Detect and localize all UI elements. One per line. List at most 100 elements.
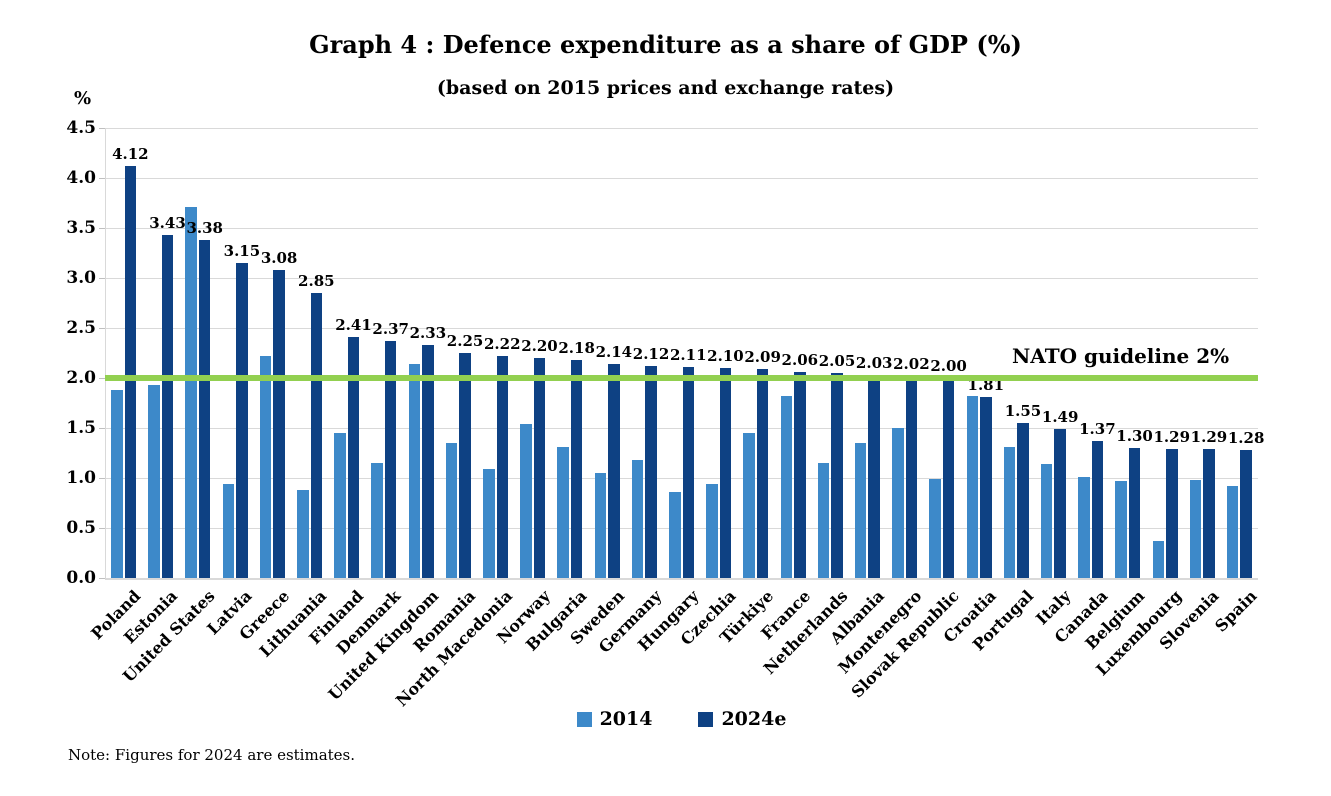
- legend-label-2024e: 2024e: [721, 708, 787, 730]
- nato-guideline-line: [105, 375, 1258, 381]
- bar-2024e: [756, 369, 769, 578]
- y-tick-mark: [99, 277, 105, 279]
- bar-2024e: [1017, 423, 1029, 578]
- y-axis-unit-label: %: [74, 88, 92, 109]
- bar-2014: [966, 396, 979, 578]
- bar-2014: [557, 447, 569, 578]
- value-label: 1.49: [1041, 408, 1079, 426]
- bar-2014: [111, 390, 123, 578]
- bar-2014: [929, 479, 941, 578]
- y-tick-label: 0.5: [66, 518, 96, 538]
- y-tick-mark: [99, 177, 105, 179]
- y-tick-mark: [99, 577, 105, 579]
- bar-2024e: [422, 345, 434, 578]
- y-tick-mark: [99, 127, 105, 129]
- value-label: 2.25: [446, 332, 484, 350]
- bar-2024e: [868, 375, 880, 578]
- bar-2014: [817, 463, 830, 578]
- value-label: 3.08: [260, 249, 298, 267]
- y-tick-label: 1.0: [66, 468, 96, 488]
- gridline: [105, 327, 1258, 329]
- gridline: [105, 427, 1258, 429]
- chart-title: Graph 4 : Defence expenditure as a share…: [309, 30, 1022, 59]
- value-label: 2.05: [818, 352, 856, 370]
- value-label: 2.85: [298, 272, 335, 290]
- bar-2014: [1115, 481, 1127, 578]
- gridline: [105, 477, 1258, 479]
- bar-2014: [148, 385, 160, 578]
- legend-item-2024e: 2024e: [698, 708, 786, 730]
- bar-2014: [222, 484, 235, 578]
- value-label: 2.14: [595, 343, 633, 361]
- value-label: 2.00: [930, 357, 967, 375]
- bar-2024e: [1128, 448, 1141, 578]
- chart-subtitle: (based on 2015 prices and exchange rates…: [436, 77, 895, 99]
- bar-2014: [371, 463, 383, 578]
- value-label: 1.28: [1227, 429, 1265, 447]
- y-tick-mark: [99, 327, 105, 329]
- value-label: 2.41: [335, 316, 372, 334]
- value-label: 2.22: [484, 335, 521, 353]
- value-label: 2.03: [855, 354, 893, 372]
- value-label: 1.29: [1190, 428, 1228, 446]
- value-label: 2.18: [558, 339, 595, 357]
- bar-2024e: [236, 263, 248, 578]
- y-tick-mark: [99, 477, 105, 479]
- value-label: 2.20: [521, 337, 558, 355]
- value-label: 1.55: [1004, 402, 1042, 420]
- bar-2014: [1040, 464, 1053, 578]
- bar-2014: [1152, 541, 1165, 578]
- y-tick-label: 2.0: [66, 368, 96, 388]
- value-label: 1.29: [1153, 428, 1191, 446]
- legend-swatch-2014: [576, 711, 592, 727]
- y-tick-label: 4.5: [66, 118, 96, 138]
- bar-2014: [408, 364, 421, 578]
- bar-2024e: [124, 166, 137, 578]
- bar-2014: [1226, 486, 1239, 578]
- y-tick-mark: [99, 227, 105, 229]
- bar-2014: [297, 490, 309, 578]
- bar-2024e: [645, 366, 657, 578]
- legend-swatch-2024e: [698, 711, 714, 727]
- bar-2014: [445, 443, 458, 578]
- bar-2024e: [905, 376, 918, 578]
- y-tick-label: 4.0: [66, 168, 96, 188]
- footnote: Note: Figures for 2024 are estimates.: [68, 746, 356, 764]
- y-tick-label: 2.5: [66, 318, 96, 338]
- bar-2014: [854, 443, 867, 578]
- bar-2024e: [1091, 441, 1104, 578]
- y-tick-label: 3.5: [66, 218, 96, 238]
- bar-2024e: [347, 337, 360, 578]
- y-tick-label: 1.5: [66, 418, 96, 438]
- bar-2024e: [570, 360, 583, 578]
- bar-2024e: [942, 378, 955, 578]
- gridline: [105, 177, 1258, 179]
- value-label: 2.10: [707, 347, 744, 365]
- value-label: 3.38: [186, 219, 223, 237]
- bar-2024e: [1054, 429, 1066, 578]
- bar-2024e: [794, 372, 806, 578]
- bar-2014: [706, 484, 718, 578]
- bar-2014: [259, 356, 272, 578]
- bar-2014: [520, 424, 532, 578]
- bar-2014: [334, 433, 346, 578]
- y-tick-mark: [99, 377, 105, 379]
- y-axis-line: [105, 128, 106, 578]
- bar-2014: [1003, 447, 1016, 578]
- value-label: 1.30: [1116, 427, 1153, 445]
- legend-label-2014: 2014: [599, 708, 653, 730]
- bar-2024e: [1240, 450, 1252, 578]
- nato-guideline-label: NATO guideline 2%: [1012, 344, 1230, 368]
- value-label: 2.11: [669, 346, 707, 364]
- bar-2024e: [198, 240, 211, 578]
- bar-2014: [1189, 480, 1202, 578]
- bar-2014: [185, 207, 197, 578]
- bar-2014: [669, 492, 681, 578]
- bar-2014: [780, 396, 793, 578]
- x-tick-label: Spain: [1210, 586, 1261, 636]
- bar-2024e: [273, 270, 285, 578]
- bar-2014: [743, 433, 755, 578]
- bar-2024e: [496, 356, 509, 578]
- bar-2024e: [719, 368, 732, 578]
